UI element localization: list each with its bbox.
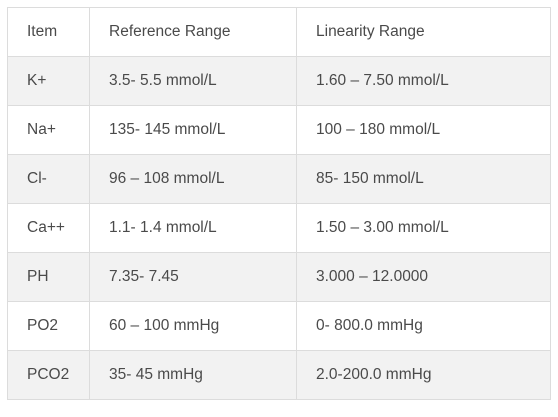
- cell-reference-range: 7.35- 7.45: [89, 252, 297, 302]
- cell-linearity-range: 3.000 – 12.0000: [296, 252, 551, 302]
- table-row: Ca++ 1.1- 1.4 mmol/L 1.50 – 3.00 mmol/L: [7, 203, 551, 253]
- table-row: Na+ 135- 145 mmol/L 100 – 180 mmol/L: [7, 105, 551, 155]
- cell-item: PH: [7, 252, 90, 302]
- table-row: K+ 3.5- 5.5 mmol/L 1.60 – 7.50 mmol/L: [7, 56, 551, 106]
- reference-table-container: Item Reference Range Linearity Range K+ …: [7, 7, 551, 400]
- cell-linearity-range: 85- 150 mmol/L: [296, 154, 551, 204]
- header-item: Item: [7, 7, 90, 57]
- cell-item: PO2: [7, 301, 90, 351]
- cell-linearity-range: 1.50 – 3.00 mmol/L: [296, 203, 551, 253]
- cell-item: Cl-: [7, 154, 90, 204]
- header-linearity-range: Linearity Range: [296, 7, 551, 57]
- table-row: PCO2 35- 45 mmHg 2.0-200.0 mmHg: [7, 350, 551, 400]
- cell-reference-range: 1.1- 1.4 mmol/L: [89, 203, 297, 253]
- cell-reference-range: 60 – 100 mmHg: [89, 301, 297, 351]
- cell-item: Na+: [7, 105, 90, 155]
- cell-reference-range: 135- 145 mmol/L: [89, 105, 297, 155]
- cell-reference-range: 96 – 108 mmol/L: [89, 154, 297, 204]
- cell-linearity-range: 0- 800.0 mmHg: [296, 301, 551, 351]
- cell-linearity-range: 1.60 – 7.50 mmol/L: [296, 56, 551, 106]
- cell-item: Ca++: [7, 203, 90, 253]
- cell-reference-range: 3.5- 5.5 mmol/L: [89, 56, 297, 106]
- table-row: PO2 60 – 100 mmHg 0- 800.0 mmHg: [7, 301, 551, 351]
- cell-linearity-range: 100 – 180 mmol/L: [296, 105, 551, 155]
- table-header-row: Item Reference Range Linearity Range: [7, 7, 551, 57]
- table-row: Cl- 96 – 108 mmol/L 85- 150 mmol/L: [7, 154, 551, 204]
- cell-linearity-range: 2.0-200.0 mmHg: [296, 350, 551, 400]
- header-reference-range: Reference Range: [89, 7, 297, 57]
- cell-item: K+: [7, 56, 90, 106]
- table-row: PH 7.35- 7.45 3.000 – 12.0000: [7, 252, 551, 302]
- cell-reference-range: 35- 45 mmHg: [89, 350, 297, 400]
- cell-item: PCO2: [7, 350, 90, 400]
- reference-range-table: Item Reference Range Linearity Range K+ …: [7, 7, 551, 400]
